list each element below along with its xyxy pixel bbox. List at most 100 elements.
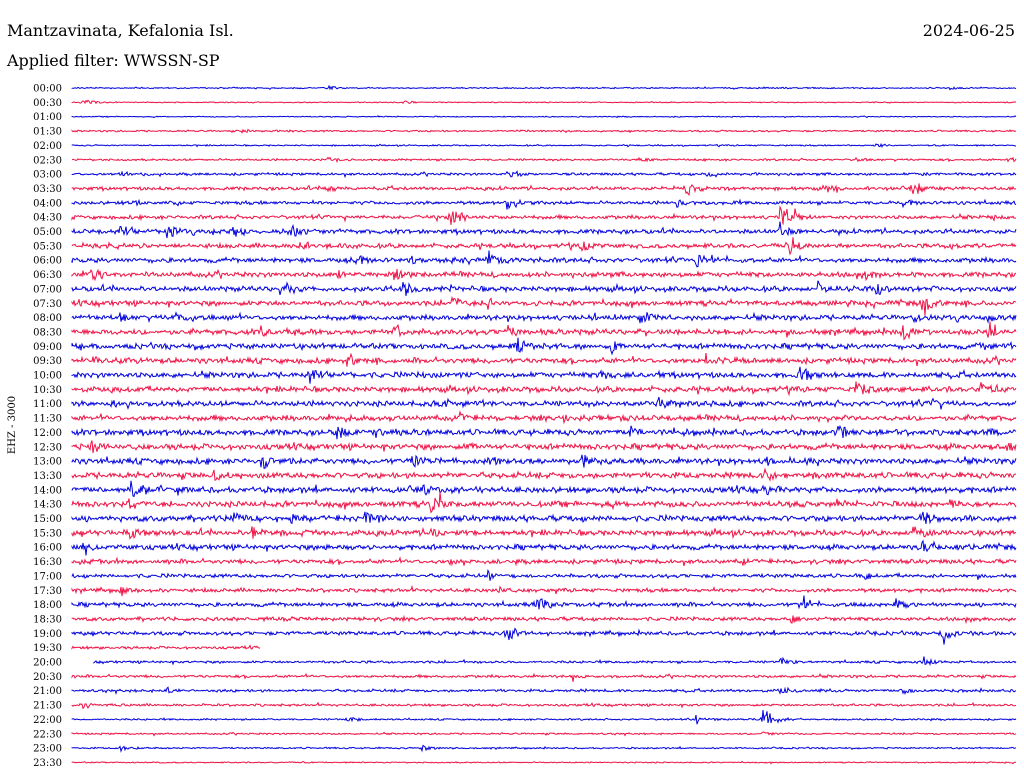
row-time-label: 19:00	[33, 629, 62, 640]
trace-row	[71, 321, 1017, 341]
row-time-label: 03:30	[33, 184, 62, 195]
row-time-label: 22:30	[33, 729, 62, 740]
row-time-label: 07:30	[33, 299, 62, 310]
trace-row	[71, 205, 1017, 225]
row-time-label: 15:30	[33, 528, 62, 539]
row-time-label: 18:00	[33, 600, 62, 611]
trace-row	[71, 644, 261, 651]
trace-row	[71, 480, 1017, 498]
row-time-label: 11:00	[33, 399, 62, 410]
trace-row	[71, 526, 1016, 540]
trace-row	[71, 396, 1017, 410]
row-time-label: 08:00	[33, 313, 62, 324]
trace-row	[71, 584, 1017, 597]
trace-row	[71, 99, 1017, 105]
trace-row	[71, 731, 1017, 737]
row-time-label: 05:30	[33, 241, 62, 252]
row-time-label: 07:00	[33, 284, 62, 295]
trace-row	[71, 686, 1017, 696]
row-time-label: 00:30	[33, 98, 62, 109]
filter-label: Applied filter: WWSSN-SP	[6, 51, 220, 70]
row-time-label: 10:00	[33, 371, 62, 382]
row-time-label: 05:00	[33, 227, 62, 238]
trace-row	[71, 128, 1017, 134]
row-time-label: 00:00	[33, 84, 62, 95]
row-time-label: 17:00	[33, 571, 62, 582]
row-time-label: 01:00	[33, 112, 62, 123]
trace-row	[71, 295, 1017, 316]
trace-row	[71, 424, 1017, 440]
trace-row	[71, 311, 1017, 324]
trace-row	[71, 760, 1017, 765]
row-time-label: 10:30	[33, 385, 62, 396]
trace-row	[71, 454, 1017, 469]
row-time-label: 20:30	[33, 672, 62, 683]
row-time-label: 09:00	[33, 342, 62, 353]
trace-row	[93, 656, 1017, 667]
row-time-label: 06:30	[33, 270, 62, 281]
trace-row	[71, 84, 1017, 91]
row-time-label: 21:00	[33, 686, 62, 697]
row-time-label: 13:00	[33, 457, 62, 468]
trace-row	[71, 115, 1017, 119]
trace-row	[71, 511, 1017, 525]
trace-row	[71, 539, 1017, 556]
row-time-label: 21:30	[33, 701, 62, 712]
row-time-label: 02:00	[33, 141, 62, 152]
row-time-label: 01:30	[33, 127, 62, 138]
trace-row	[71, 156, 1017, 164]
trace-row	[71, 492, 1017, 514]
trace-row	[71, 268, 1017, 282]
row-time-label: 23:00	[33, 744, 62, 755]
trace-row	[71, 221, 1017, 239]
trace-row	[71, 614, 1017, 625]
row-time-label: 15:00	[33, 514, 62, 525]
row-time-label: 06:00	[33, 256, 62, 267]
trace-row	[71, 381, 1017, 397]
trace-row	[71, 627, 1017, 645]
trace-row	[71, 280, 1017, 296]
row-time-label: 04:30	[33, 213, 62, 224]
trace-row	[71, 337, 1017, 356]
trace-row	[71, 568, 1017, 581]
row-time-label: 17:30	[33, 586, 62, 597]
row-time-label: 22:00	[33, 715, 62, 726]
trace-row	[71, 142, 1017, 149]
row-time-label: 14:30	[33, 500, 62, 511]
trace-row	[71, 410, 1017, 425]
row-time-label: 03:00	[33, 170, 62, 181]
trace-row	[71, 709, 1017, 725]
trace-row	[71, 744, 1017, 753]
trace-row	[71, 183, 1017, 196]
row-time-label: 02:30	[33, 155, 62, 166]
trace-row	[71, 701, 1017, 710]
channel-label: EHZ - 3000	[7, 396, 18, 454]
trace-row	[71, 198, 1017, 210]
row-time-label: 23:30	[33, 758, 62, 769]
row-time-label: 16:00	[33, 543, 62, 554]
row-time-label: 04:00	[33, 198, 62, 209]
date-label: 2024-06-25	[923, 21, 1015, 40]
trace-row	[71, 237, 1017, 256]
row-time-label: 19:30	[33, 643, 62, 654]
row-time-label: 12:30	[33, 442, 62, 453]
row-time-label: 12:00	[33, 428, 62, 439]
row-time-label: 13:30	[33, 471, 62, 482]
row-time-label: 20:00	[33, 658, 62, 669]
trace-row	[71, 352, 1017, 367]
row-time-label: 11:30	[33, 414, 62, 425]
row-time-label: 16:30	[33, 557, 62, 568]
trace-row	[71, 366, 1017, 384]
row-time-label: 14:00	[33, 485, 62, 496]
trace-row	[71, 170, 1017, 179]
trace-row	[71, 556, 1017, 567]
trace-group: 00:00 00:30 01:00 01:30 02:00 02:30 03:00 03:30…	[33, 84, 1017, 769]
row-time-label: 09:30	[33, 356, 62, 367]
trace-row	[71, 672, 1017, 682]
trace-row	[71, 467, 1016, 482]
row-time-label: 18:30	[33, 614, 62, 625]
row-time-label: 08:30	[33, 327, 62, 338]
station-title: Mantzavinata, Kefalonia Isl.	[7, 21, 234, 40]
trace-row	[71, 440, 1017, 453]
